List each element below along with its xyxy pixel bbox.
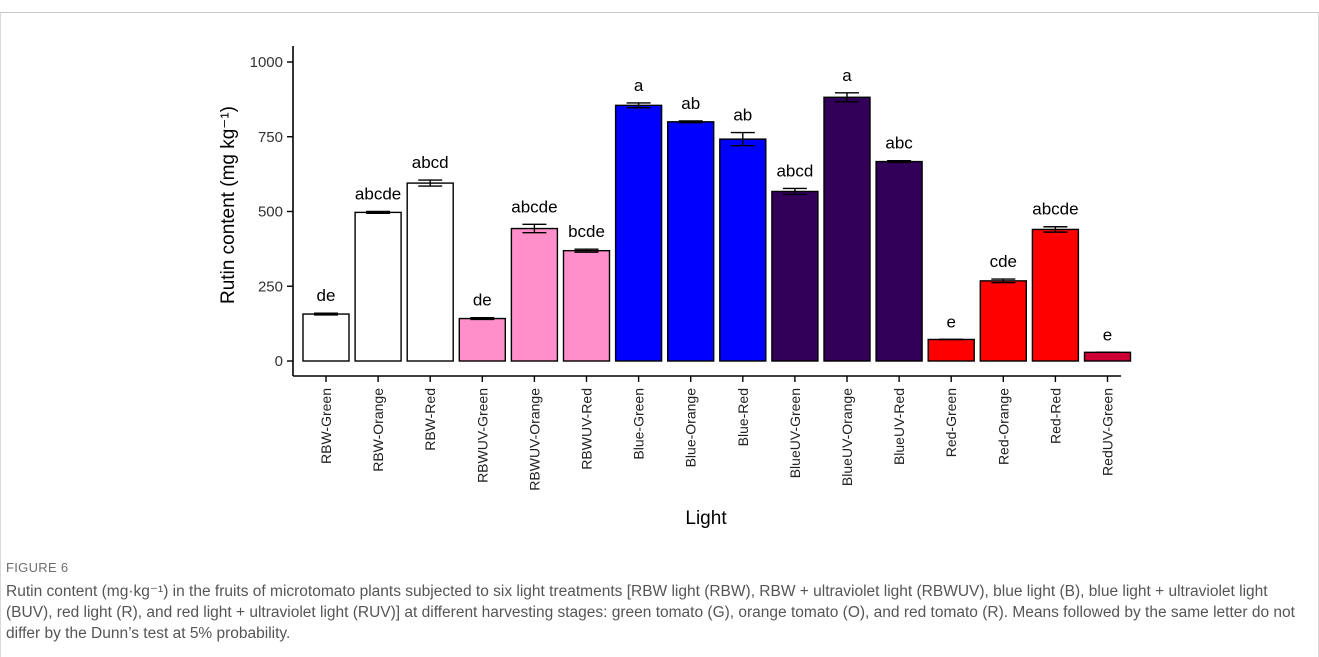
bar bbox=[771, 190, 819, 362]
x-tick-label: RBWUV-Green bbox=[474, 388, 490, 483]
x-tick-label: RBWUV-Orange bbox=[526, 388, 542, 491]
x-tick-label: RBW-Orange bbox=[370, 388, 386, 472]
significance-letter: ab bbox=[681, 94, 700, 113]
x-tick-label: BlueUV-Green bbox=[787, 388, 803, 478]
bar bbox=[979, 280, 1027, 362]
x-tick-label: RBW-Red bbox=[422, 388, 438, 451]
x-tick-label: Blue-Green bbox=[631, 388, 647, 460]
significance-letter: abcde bbox=[511, 197, 557, 216]
significance-letter: a bbox=[842, 66, 852, 85]
bar bbox=[406, 182, 454, 362]
figure-caption: FIGURE 6 Rutin content (mg·kg⁻¹) in the … bbox=[6, 560, 1306, 644]
significance-letter: abcde bbox=[1032, 200, 1078, 219]
significance-letter: e bbox=[946, 312, 955, 331]
figure-label: FIGURE 6 bbox=[6, 560, 69, 575]
bar bbox=[927, 338, 975, 362]
y-tick-label: 500 bbox=[258, 204, 283, 221]
x-axis-title: Light bbox=[685, 508, 727, 529]
bar bbox=[719, 138, 767, 362]
significance-letter: de bbox=[317, 286, 336, 305]
bar bbox=[562, 249, 611, 362]
x-tick-label: BlueUV-Orange bbox=[839, 388, 855, 486]
caption-text: Rutin content (mg·kg⁻¹) in the fruits of… bbox=[6, 583, 1295, 642]
y-tick-label: 0 bbox=[275, 353, 283, 370]
bar bbox=[354, 211, 402, 362]
x-tick-label: Red-Orange bbox=[995, 388, 1011, 465]
significance-letter: abcd bbox=[776, 161, 813, 180]
x-tick-label: Blue-Orange bbox=[683, 388, 699, 468]
significance-letter: de bbox=[473, 291, 492, 310]
significance-letter: a bbox=[634, 76, 644, 95]
x-tick-label: Red-Red bbox=[1047, 388, 1063, 444]
bar bbox=[1083, 351, 1132, 362]
x-tick-label: Blue-Red bbox=[735, 388, 751, 446]
plot-area: 02505007501000deRBW-GreenabcdeRBW-Orange… bbox=[250, 54, 1132, 491]
significance-letter: cde bbox=[990, 252, 1017, 271]
bar bbox=[667, 121, 715, 362]
y-tick-label: 750 bbox=[258, 129, 283, 146]
y-tick-label: 250 bbox=[258, 278, 283, 295]
bar bbox=[458, 317, 506, 362]
significance-letter: abcd bbox=[412, 153, 449, 172]
x-tick-label: BlueUV-Red bbox=[891, 388, 907, 465]
significance-letter: ab bbox=[733, 106, 752, 125]
bar bbox=[510, 227, 559, 362]
bar bbox=[614, 104, 663, 362]
bar bbox=[875, 160, 923, 362]
significance-letter: abcde bbox=[355, 185, 401, 204]
y-tick-label: 1000 bbox=[250, 54, 283, 71]
x-tick-label: RBW-Green bbox=[318, 388, 334, 464]
top-rule bbox=[0, 12, 1319, 13]
bar bbox=[302, 313, 350, 362]
x-tick-label: Red-Green bbox=[943, 388, 959, 457]
significance-letter: e bbox=[1103, 325, 1112, 344]
y-axis-title: Rutin content (mg kg⁻¹) bbox=[218, 106, 239, 304]
significance-letter: abc bbox=[885, 134, 913, 153]
bar-chart: 02505007501000deRBW-GreenabcdeRBW-Orange… bbox=[218, 46, 1132, 529]
significance-letter: bcde bbox=[568, 222, 605, 241]
bar bbox=[823, 96, 871, 362]
x-tick-label: RedUV-Green bbox=[1100, 388, 1116, 476]
bar bbox=[1031, 228, 1080, 362]
x-tick-label: RBWUV-Red bbox=[579, 388, 595, 470]
